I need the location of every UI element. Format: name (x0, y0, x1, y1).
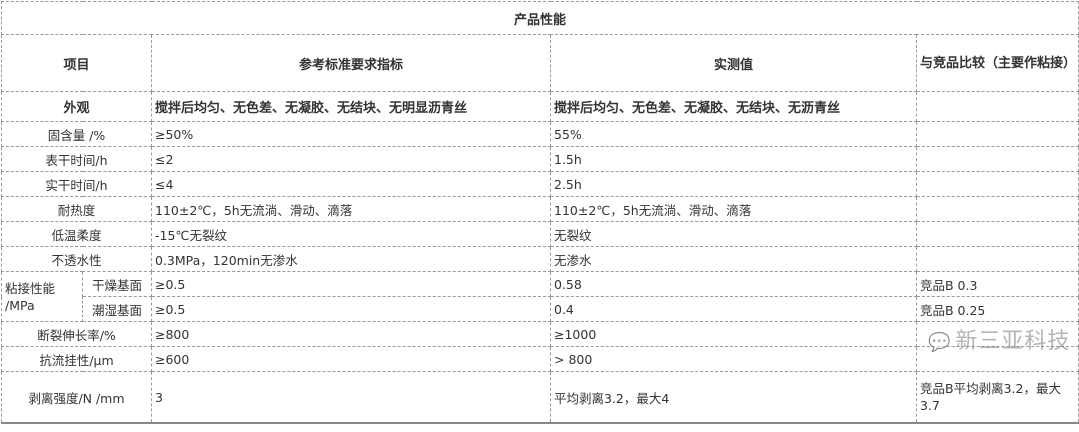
cell-compare (915, 196, 1079, 222)
cell-subitem: 潮湿基面 (82, 296, 152, 322)
cell-standard: ≤2 (151, 146, 551, 172)
table-row: 粘接性能 /MPa 干燥基面 ≥0.5 0.58 竞品B 0.3 (1, 271, 1079, 322)
cell-measured: 110±2℃，5h无流淌、滑动、滴落 (550, 196, 917, 222)
table-row: 固含量 /% ≥50% 55% (1, 121, 1079, 147)
cell-item: 外观 (1, 91, 152, 122)
cell-standard: -15℃无裂纹 (151, 221, 551, 247)
cell-item: 表干时间/h (1, 146, 152, 172)
cell-standard: ≥600 (151, 346, 551, 372)
cell-measured: 1.5h (550, 146, 917, 172)
cell-measured: 搅拌后均匀、无色差、无凝胶、无结块、无沥青丝 (550, 91, 917, 122)
cell-standard: ≥0.5 (151, 271, 551, 297)
cell-measured: 无裂纹 (550, 221, 917, 247)
cell-measured: 无渗水 (550, 246, 917, 272)
table-row: 不透水性 0.3MPa，120min无渗水 无渗水 (1, 246, 1079, 272)
cell-measured: ≥1000 (550, 321, 917, 347)
product-performance-table: 产品性能 项目 参考标准要求指标 实测值 与竞品比较（主要作粘接） 外观 搅拌后… (0, 1, 1079, 424)
cell-measured: 0.4 (550, 296, 917, 322)
cell-measured: 55% (550, 121, 917, 147)
table-row: 实干时间/h ≤4 2.5h (1, 171, 1079, 197)
cell-item: 固含量 /% (1, 121, 152, 147)
cell-item: 粘接性能 /MPa (1, 271, 83, 322)
header-standard: 参考标准要求指标 (151, 34, 551, 92)
cell-compare (915, 221, 1079, 247)
cell-standard: 3 (151, 371, 551, 424)
cell-standard: ≥800 (151, 321, 551, 347)
cell-standard: 0.3MPa，120min无渗水 (151, 246, 551, 272)
cell-item: 低温柔度 (1, 221, 152, 247)
cell-item: 断裂伸长率/% (1, 321, 152, 347)
cell-measured: 2.5h (550, 171, 917, 197)
cell-measured: 平均剥离3.2，最大4 (550, 371, 917, 424)
cell-item: 不透水性 (1, 246, 152, 272)
cell-subitem: 干燥基面 (82, 271, 152, 297)
header-compare: 与竞品比较（主要作粘接） (915, 34, 1079, 92)
cell-compare (915, 321, 1079, 347)
cell-compare (915, 171, 1079, 197)
cell-standard: ≥0.5 (151, 296, 551, 322)
cell-compare (915, 146, 1079, 172)
cell-compare (915, 346, 1079, 372)
cell-item: 剥离强度/N /mm (1, 371, 152, 424)
cell-compare (915, 246, 1079, 272)
cell-compare (915, 121, 1079, 147)
cell-item: 实干时间/h (1, 171, 152, 197)
cell-measured: > 800 (550, 346, 917, 372)
cell-standard: 110±2℃，5h无流淌、滑动、滴落 (151, 196, 551, 222)
cell-compare: 竞品B平均剥离3.2，最大3.7 (915, 371, 1079, 424)
cell-compare (915, 91, 1079, 122)
cell-measured: 0.58 (550, 271, 917, 297)
table-row: 抗流挂性/μm ≥600 > 800 (1, 346, 1079, 372)
cell-standard: 搅拌后均匀、无色差、无凝胶、无结块、无明显沥青丝 (151, 91, 551, 122)
table-row: 低温柔度 -15℃无裂纹 无裂纹 (1, 221, 1079, 247)
cell-item: 抗流挂性/μm (1, 346, 152, 372)
table-row: 潮湿基面 ≥0.5 0.4 竞品B 0.25 (2, 296, 1079, 322)
cell-item: 耐热度 (1, 196, 152, 222)
cell-compare: 竞品B 0.25 (915, 296, 1079, 322)
header-measured: 实测值 (550, 34, 917, 92)
cell-standard: ≤4 (151, 171, 551, 197)
table-row: 外观 搅拌后均匀、无色差、无凝胶、无结块、无明显沥青丝 搅拌后均匀、无色差、无凝… (1, 91, 1079, 122)
table-row: 剥离强度/N /mm 3 平均剥离3.2，最大4 竞品B平均剥离3.2，最大3.7 (1, 371, 1079, 424)
table-row: 表干时间/h ≤2 1.5h (1, 146, 1079, 172)
table-row: 断裂伸长率/% ≥800 ≥1000 (1, 321, 1079, 347)
table-row: 耐热度 110±2℃，5h无流淌、滑动、滴落 110±2℃，5h无流淌、滑动、滴落 (1, 196, 1079, 222)
table-title: 产品性能 (0, 1, 1079, 35)
cell-standard: ≥50% (151, 121, 551, 147)
header-item: 项目 (1, 34, 152, 92)
cell-compare: 竞品B 0.3 (915, 271, 1079, 297)
